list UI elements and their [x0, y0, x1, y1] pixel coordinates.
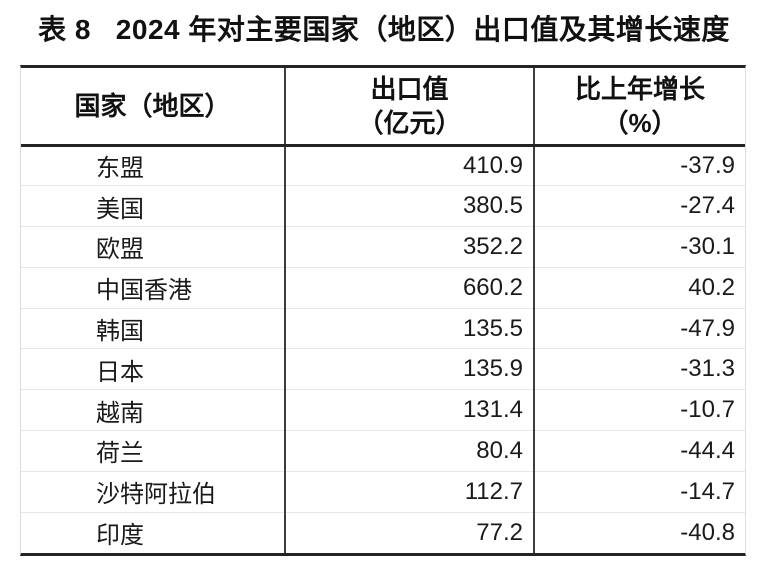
- table-row: 中国香港 660.2 40.2: [21, 266, 745, 309]
- table-row: 印度 77.2 -40.8: [21, 511, 745, 553]
- growth-cell: -31.3: [534, 348, 745, 390]
- growth-cell: -14.7: [534, 470, 745, 513]
- region-cell: 沙特阿拉伯: [21, 470, 286, 513]
- table-row: 东盟 410.9 -37.9: [21, 145, 745, 186]
- growth-cell: -47.9: [534, 307, 745, 349]
- growth-cell: -37.9: [680, 151, 735, 179]
- export-table-container: 国家（地区） 出口值 （亿元） 比上年增长 （%） 东盟 410.9 -37.9: [20, 65, 746, 556]
- export-value-cell: 131.4: [285, 389, 535, 431]
- growth-cell: -40.8: [534, 511, 745, 553]
- region-cell: 欧盟: [21, 226, 286, 268]
- export-value-cell: 660.2: [285, 266, 535, 309]
- header-growth-unit: （%）: [602, 107, 678, 138]
- export-value-cell: 112.7: [285, 470, 535, 513]
- export-value-cell: 380.5: [285, 185, 535, 227]
- table-row: 欧盟 352.2 -30.1: [21, 226, 745, 268]
- export-value-cell: 135.9: [285, 348, 535, 390]
- header-export-value-unit: （亿元）: [357, 107, 462, 138]
- growth-cell: -27.4: [534, 185, 745, 227]
- header-export-value-label: 出口值: [370, 73, 449, 104]
- region-cell: 美国: [21, 185, 286, 227]
- header-growth: 比上年增长 （%）: [534, 68, 745, 147]
- table-row: 美国 380.5 -27.4: [21, 185, 745, 227]
- region-cell: 韩国: [21, 307, 286, 349]
- region-cell: 中国香港: [21, 266, 286, 309]
- table-row: 韩国 135.5 -47.9: [21, 307, 745, 349]
- table-row: 荷兰 80.4 -44.4: [21, 430, 745, 472]
- growth-cell: -30.1: [534, 226, 745, 268]
- region-cell: 日本: [21, 348, 286, 390]
- export-table: 国家（地区） 出口值 （亿元） 比上年增长 （%） 东盟 410.9 -37.9: [21, 68, 745, 553]
- growth-cell: 40.2: [534, 266, 745, 309]
- table-row: 日本 135.9 -31.3: [21, 348, 745, 390]
- region-cell: 印度: [21, 511, 286, 553]
- export-value-cell: 135.5: [285, 307, 535, 349]
- region-cell: 东盟: [21, 145, 286, 186]
- export-value-cell: 410.9: [285, 145, 535, 186]
- growth-cell: -10.7: [534, 389, 745, 431]
- export-value-cell: 77.2: [285, 511, 535, 553]
- header-growth-label: 比上年增长: [574, 73, 705, 104]
- header-export-value: 出口值 （亿元）: [285, 68, 535, 147]
- table-row: 越南 131.4 -10.7: [21, 389, 745, 431]
- region-cell: 越南: [21, 389, 286, 431]
- header-row: 国家（地区） 出口值 （亿元） 比上年增长 （%）: [21, 68, 745, 147]
- export-value-cell: 352.2: [285, 226, 535, 268]
- table-row: 沙特阿拉伯 112.7 -14.7: [21, 470, 745, 513]
- header-region: 国家（地区）: [21, 68, 286, 147]
- table-body: 东盟 410.9 -37.9 美国 380.5 -27.4 欧盟 352.2 -…: [21, 145, 745, 553]
- growth-cell: -44.4: [534, 430, 745, 472]
- region-cell: 荷兰: [21, 430, 286, 472]
- export-value-cell: 80.4: [285, 430, 535, 472]
- table-title: 表 8 2024 年对主要国家（地区）出口值及其增长速度: [38, 14, 730, 45]
- table-header: 国家（地区） 出口值 （亿元） 比上年增长 （%）: [21, 68, 745, 147]
- header-region-label: 国家（地区）: [74, 90, 231, 121]
